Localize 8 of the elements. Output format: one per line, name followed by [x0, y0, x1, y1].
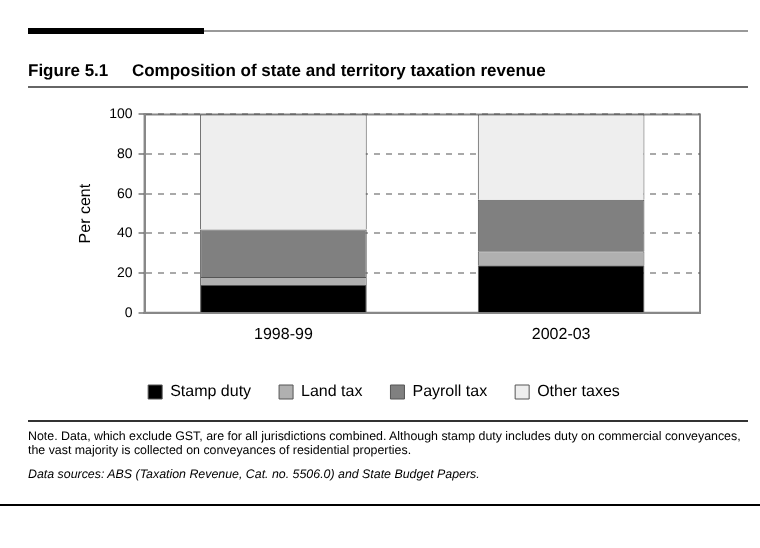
legend-label: Payroll tax	[412, 382, 488, 401]
legend-label: Stamp duty	[170, 382, 252, 401]
legend-label: Land tax	[301, 382, 363, 401]
legend-label: Other taxes	[537, 382, 620, 401]
x-tick-label: 2002-03	[531, 324, 592, 343]
y-axis-title: Per cent	[76, 182, 95, 244]
chart-title: Figure 5.1 Composition of state and territory taxation revenue	[28, 60, 748, 88]
x-tick-label: 1998-99	[254, 324, 314, 343]
